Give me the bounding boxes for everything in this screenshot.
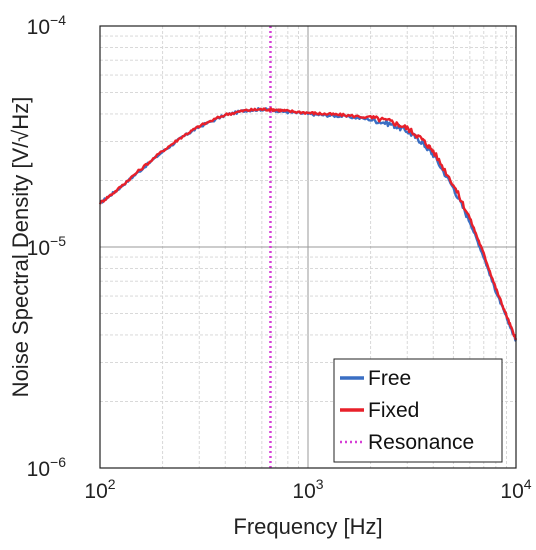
plot-series (98, 26, 518, 468)
x-axis-title: Frequency [Hz] (233, 514, 382, 539)
x-tick-labels: 102 103 104 (84, 476, 531, 503)
x-tick-label: 102 (84, 476, 115, 503)
y-tick-label: 10−4 (27, 12, 67, 39)
grid (100, 26, 516, 468)
legend-label-free: Free (368, 367, 411, 390)
x-tick-label: 103 (292, 476, 323, 503)
plot-frame (99, 25, 517, 469)
y-tick-labels: 10−6 10−5 10−4 (27, 12, 67, 481)
y-axis-title: Noise Spectral Density [V/√Hz] (8, 97, 33, 398)
legend: Free Fixed Resonance (333, 358, 503, 463)
legend-label-fixed: Fixed (368, 399, 419, 422)
x-tick-label: 104 (500, 476, 531, 503)
y-tick-label: 10−6 (27, 454, 67, 481)
legend-label-resonance: Resonance (368, 431, 474, 454)
series-line-fixed (98, 107, 518, 341)
y-tick-label: 10−5 (27, 233, 67, 260)
